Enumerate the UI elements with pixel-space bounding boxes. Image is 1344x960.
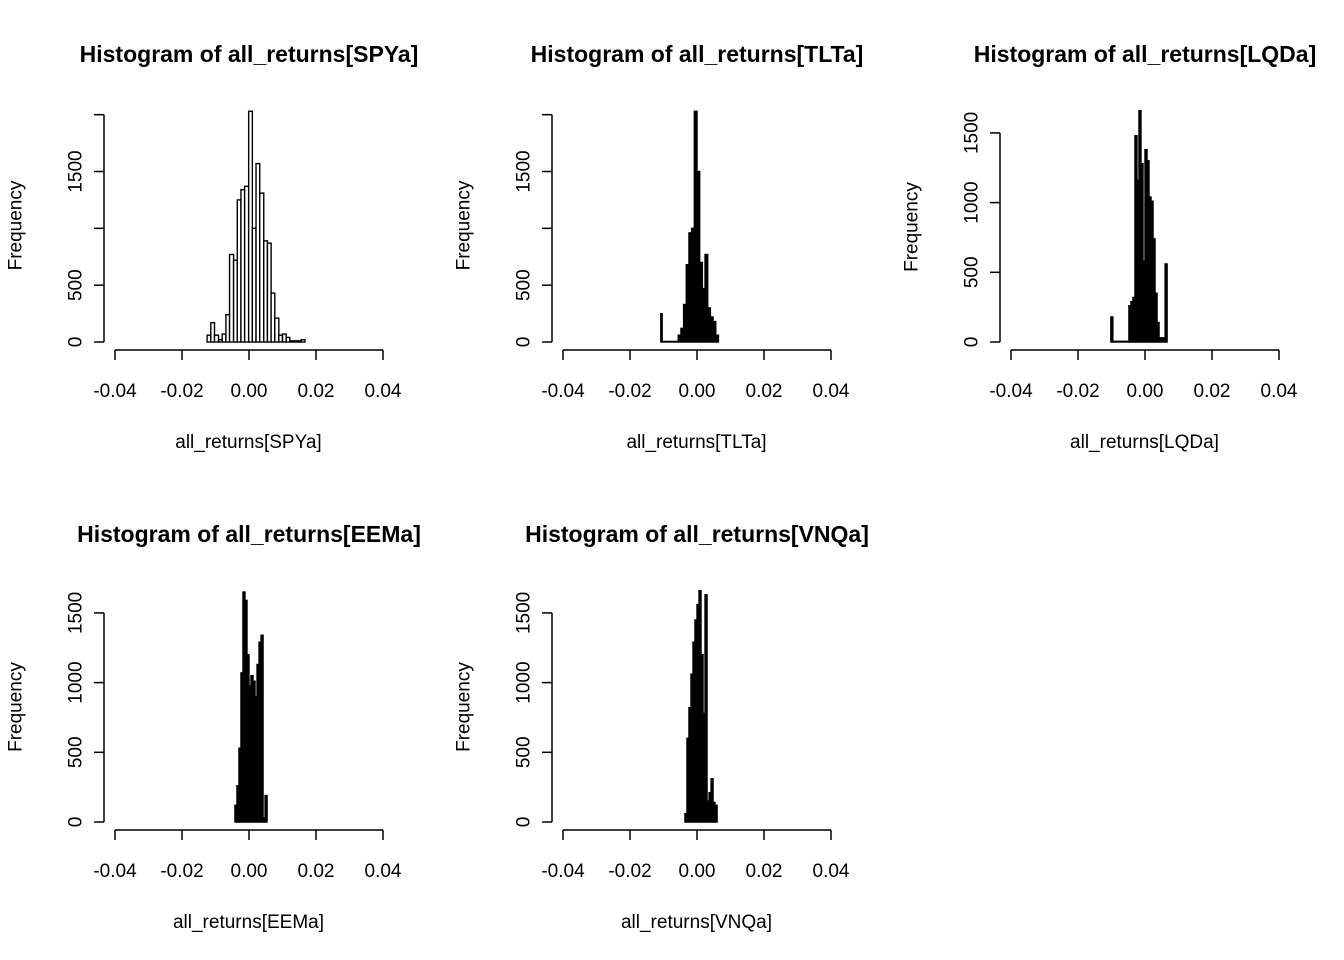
- histogram-panel-1: Histogram of all_returns[SPYa] -0.04 -0.02…: [6, 41, 419, 453]
- y-tick-label: 500: [514, 736, 535, 768]
- x-tick-label: 0.04: [365, 381, 402, 402]
- x-tick-label: -0.04: [989, 381, 1033, 402]
- x-tick-label: 0.00: [679, 861, 716, 882]
- x-tick-label: 0.00: [679, 381, 716, 402]
- x-tick-label: 0.04: [365, 861, 402, 882]
- y-axis-label: Frequency: [454, 662, 475, 752]
- y-tick-label: 1500: [514, 592, 535, 634]
- histogram-bar: [710, 778, 714, 823]
- histogram-bar: [1154, 292, 1158, 343]
- y-tick-label: 0: [66, 817, 87, 828]
- x-tick-label: -0.02: [608, 861, 651, 882]
- x-tick-label: 0.04: [813, 381, 850, 402]
- y-tick-label: 0: [514, 817, 535, 828]
- x-tick-label: 0.02: [1194, 381, 1231, 402]
- x-tick-label: 0.02: [746, 381, 783, 402]
- histogram-bar: [714, 804, 718, 823]
- histogram-bar: [1112, 340, 1130, 343]
- x-tick-label: -0.02: [608, 381, 651, 402]
- histogram-panel-5: Histogram of all_returns[VNQa] -0.04 -0.02…: [454, 521, 869, 933]
- y-tick-label: 1500: [962, 112, 983, 154]
- histogram-bar: [264, 794, 268, 823]
- histogram-panel-2: Histogram of all_returns[TLTa] -0.04 -0.02…: [454, 41, 864, 453]
- x-axis-label: all_returns[EEMa]: [173, 912, 324, 933]
- histogram-bar: [213, 334, 220, 343]
- chart-title: Histogram of all_returns[EEMa]: [77, 521, 421, 547]
- histogram-bar: [1152, 238, 1156, 343]
- y-tick-label: 0: [962, 337, 983, 348]
- y-tick-label: 500: [514, 269, 535, 301]
- histogram-bar: [660, 312, 663, 343]
- x-tick-label: 0.00: [1127, 381, 1164, 402]
- y-tick-label: 1500: [514, 150, 535, 192]
- histogram-bar: [285, 336, 291, 343]
- histogram-panel-4: Histogram of all_returns[EEMa] -0.04 -0.02…: [6, 521, 421, 933]
- x-tick-label: -0.02: [1056, 381, 1099, 402]
- y-tick-label: 500: [66, 269, 87, 301]
- x-axis-label: all_returns[TLTa]: [626, 432, 766, 453]
- x-tick-label: 0.00: [231, 861, 268, 882]
- y-axis-label: Frequency: [902, 182, 923, 272]
- x-axis-label: all_returns[LQDa]: [1070, 432, 1219, 453]
- histogram-bar: [1156, 321, 1160, 343]
- histogram-bar: [1158, 337, 1166, 343]
- histogram-bar: [1164, 263, 1168, 343]
- x-tick-label: 0.02: [298, 381, 335, 402]
- histogram-bar: [704, 594, 708, 823]
- y-tick-label: 1000: [514, 661, 535, 703]
- x-tick-label: -0.04: [541, 861, 585, 882]
- x-tick-label: 0.02: [298, 861, 335, 882]
- chart-title: Histogram of all_returns[TLTa]: [531, 41, 864, 67]
- histogram-bar: [260, 634, 264, 823]
- y-tick-label: 0: [514, 337, 535, 348]
- histogram-bar: [715, 334, 720, 343]
- chart-title: Histogram of all_returns[LQDa]: [974, 41, 1317, 67]
- y-tick-label: 500: [66, 736, 87, 768]
- x-tick-label: -0.04: [93, 861, 137, 882]
- x-tick-label: -0.04: [541, 381, 585, 402]
- y-tick-label: 1500: [66, 592, 87, 634]
- x-tick-label: 0.04: [1261, 381, 1298, 402]
- histogram-bar: [247, 110, 254, 343]
- y-tick-label: 500: [962, 256, 983, 288]
- y-axis-label: Frequency: [454, 180, 475, 270]
- histogram-bar: [704, 253, 709, 343]
- y-axis-label: Frequency: [6, 662, 27, 752]
- y-tick-label: 1000: [66, 661, 87, 703]
- histogram-bar: [274, 317, 280, 343]
- chart-title: Histogram of all_returns[VNQa]: [525, 521, 869, 547]
- histogram-bar: [210, 321, 216, 343]
- x-axis-label: all_returns[VNQa]: [621, 912, 772, 933]
- x-tick-label: 0.04: [813, 861, 850, 882]
- histogram-bar: [300, 339, 306, 343]
- x-tick-label: 0.02: [746, 861, 783, 882]
- y-tick-label: 0: [66, 337, 87, 348]
- histogram-bar: [712, 320, 717, 343]
- chart-title: Histogram of all_returns[SPYa]: [80, 41, 419, 67]
- x-tick-label: -0.02: [160, 861, 203, 882]
- histogram-bar: [696, 170, 701, 343]
- y-tick-label: 1000: [962, 181, 983, 223]
- x-tick-label: -0.04: [93, 381, 137, 402]
- x-tick-label: -0.02: [160, 381, 203, 402]
- y-axis-label: Frequency: [6, 180, 27, 270]
- x-tick-label: 0.00: [231, 381, 268, 402]
- histogram-bar: [661, 340, 679, 343]
- histogram-bar: [1110, 316, 1114, 343]
- histogram-bar: [1140, 162, 1144, 343]
- y-tick-label: 1500: [66, 150, 87, 192]
- histogram-panel-3: Histogram of all_returns[LQDa] -0.04 -0.02…: [902, 41, 1317, 453]
- x-axis-label: all_returns[SPYa]: [175, 432, 321, 453]
